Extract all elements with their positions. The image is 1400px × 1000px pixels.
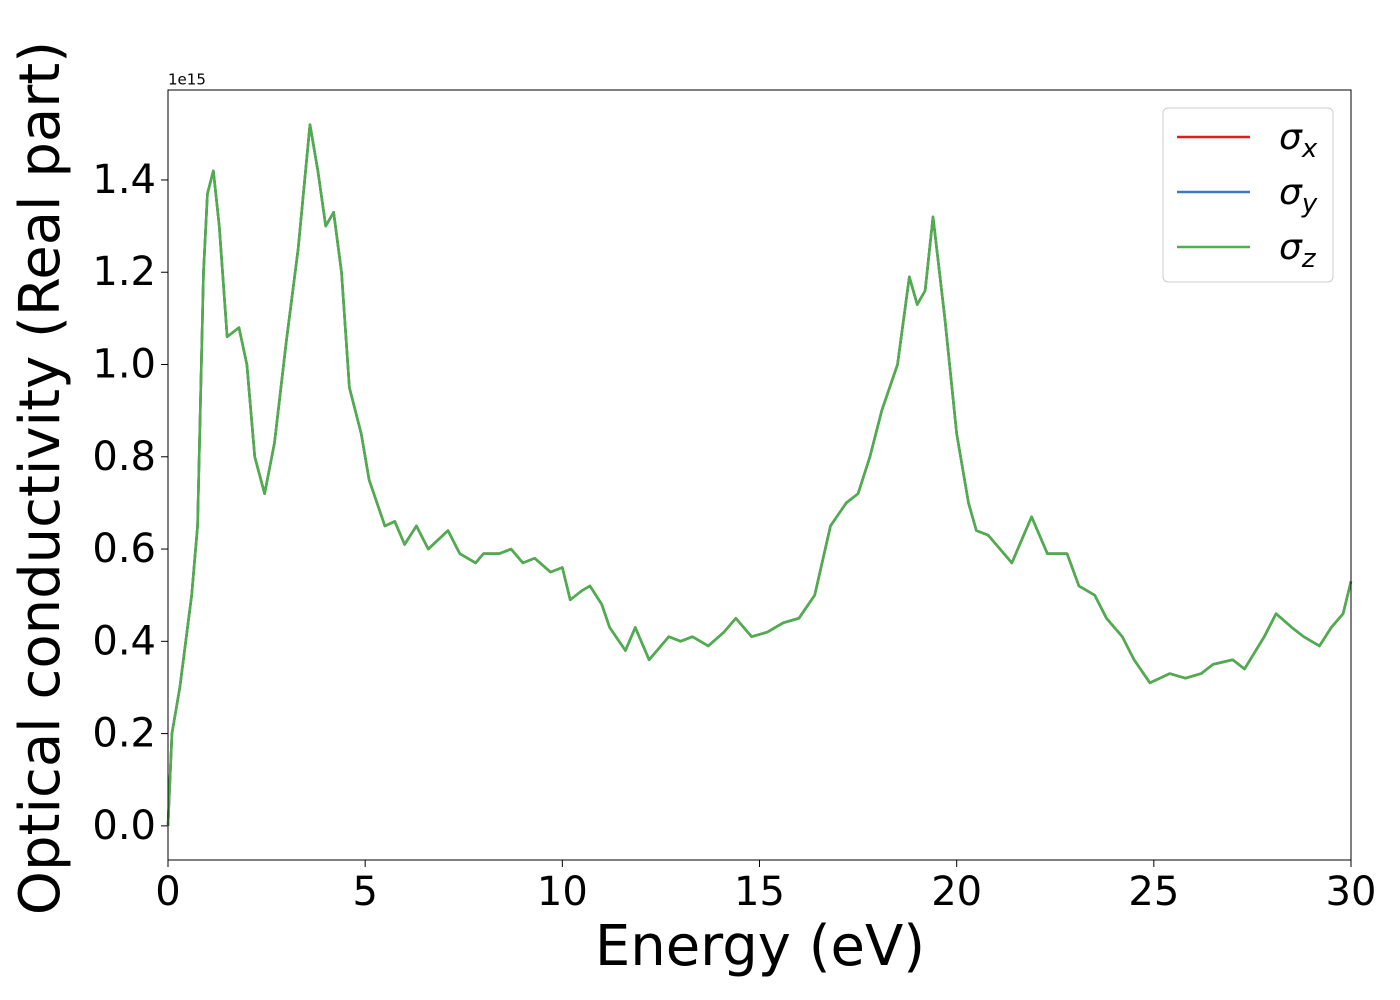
- legend-label: σy: [1279, 172, 1318, 219]
- x-tick-label: 0: [155, 869, 180, 915]
- y-tick-label: 0.4: [92, 618, 156, 664]
- y-tick-label: 1.2: [92, 249, 156, 295]
- y-tick-label: 1.4: [92, 157, 156, 203]
- offset-label: 1e15: [168, 71, 206, 89]
- legend-label: σx: [1279, 117, 1318, 164]
- y-axis-label: Optical conductivity (Real part): [8, 41, 73, 915]
- line: [166, 123, 1353, 826]
- legend-box: [1162, 107, 1334, 283]
- y-tick-label: 0.0: [92, 803, 156, 849]
- x-tick-label: 10: [537, 869, 588, 915]
- plot-frame: [167, 89, 1352, 861]
- y-tick-label: 0.6: [92, 526, 156, 572]
- x-axis-label: Energy (eV): [595, 914, 925, 979]
- x-tick-label: 15: [734, 869, 785, 915]
- legend-label: σz: [1279, 227, 1317, 274]
- x-tick-label: 5: [352, 869, 377, 915]
- y-tick-label: 1.0: [92, 342, 156, 388]
- x-tick-label: 30: [1326, 869, 1377, 915]
- y-tick-label: 0.8: [92, 434, 156, 480]
- x-tick-label: 20: [931, 869, 982, 915]
- x-tick-label: 25: [1128, 869, 1179, 915]
- y-tick-label: 0.2: [92, 711, 156, 757]
